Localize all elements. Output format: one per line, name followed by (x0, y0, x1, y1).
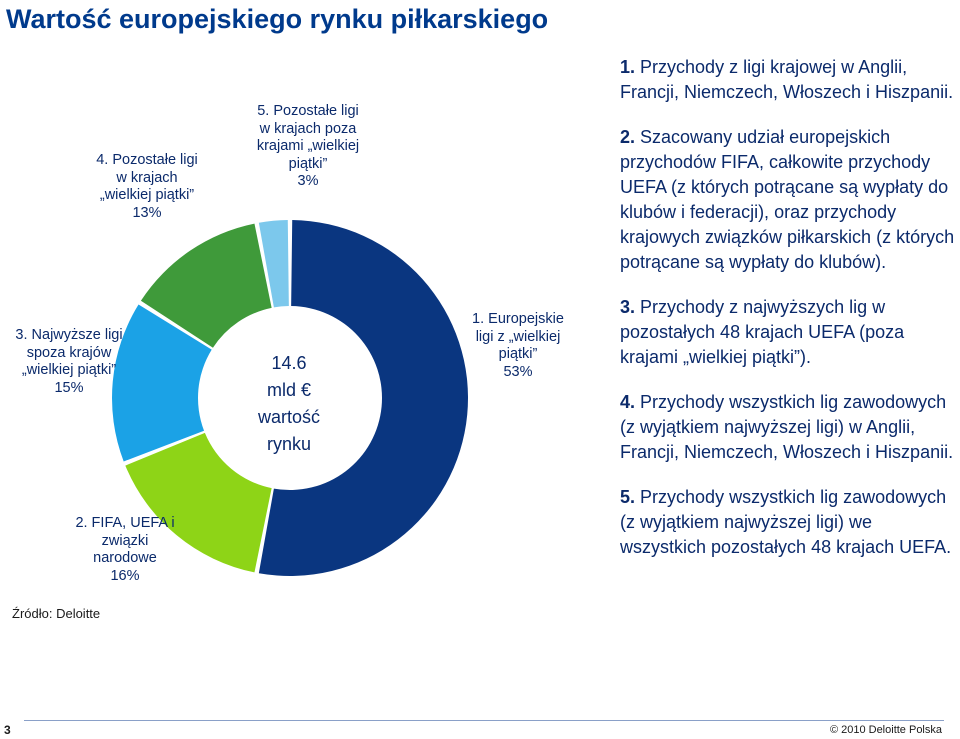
copyright: © 2010 Deloitte Polska (829, 724, 942, 736)
slice-3 (112, 304, 212, 462)
slice-label-text: „wielkiej piątki” (21, 362, 117, 378)
slice-2 (125, 432, 272, 573)
slice-label-text: w krajach poza (259, 120, 357, 137)
center-label-line: wartość (257, 407, 320, 427)
slice-label-text: ligi z „wielkiej (475, 328, 561, 345)
slice-label-text: 3. Najwyższe ligi (15, 327, 123, 343)
slice-value: 3% (297, 173, 319, 189)
note-number: 1. (620, 57, 636, 77)
note-number: 3. (620, 297, 636, 317)
slice-label-text: krajami „wielkiej (256, 138, 360, 154)
note-text: Przychody z ligi krajowej w Anglii, Fran… (620, 57, 954, 102)
note-item: 4. Przychody wszystkich lig zawodowych (… (620, 390, 955, 465)
slice-label-text: „wielkiej piątki” (99, 187, 195, 203)
slice-value: 53% (503, 363, 533, 380)
page-number: 3 (4, 723, 11, 737)
center-label-line: mld € (266, 380, 311, 400)
slice-label-text: 1. Europejskie (472, 311, 564, 327)
slice-value: 13% (132, 204, 162, 221)
slice-label-text: związki (101, 532, 149, 549)
slice-4 (140, 223, 272, 348)
slice-label-text: w krajach (116, 169, 178, 186)
slice-label-text: 2. FIFA, UEFA i (75, 515, 175, 531)
center-label: 14.6 mld € wartość rynku (234, 350, 344, 458)
slice-label-5: 5. Pozostałe ligi w krajach poza krajami… (244, 103, 372, 191)
slice-value: 15% (54, 379, 84, 396)
slice-label-text: piątki” (498, 346, 538, 362)
note-text: Przychody z najwyższych lig w pozostałyc… (620, 297, 905, 367)
slice-label-1: 1. Europejskie ligi z „wielkiej piątki” … (462, 311, 574, 381)
slice-label-text: 5. Pozostałe ligi (257, 103, 359, 119)
note-item: 3. Przychody z najwyższych lig w pozosta… (620, 295, 955, 370)
slice-value: 16% (110, 567, 140, 584)
slice-label-2: 2. FIFA, UEFA i związki narodowe 16% (62, 515, 188, 585)
note-item: 1. Przychody z ligi krajowej w Anglii, F… (620, 55, 955, 105)
note-text: Szacowany udział europejskich przychodów… (620, 127, 955, 272)
slice-5 (258, 220, 289, 308)
donut-chart (112, 220, 469, 576)
donut-hole (200, 308, 380, 488)
note-text: Przychody wszystkich lig zawodowych (z w… (620, 487, 952, 557)
page-title: Wartość europejskiego rynku piłkarskiego (6, 4, 549, 34)
slice-1 (258, 220, 469, 576)
note-item: 2. Szacowany udział europejskich przycho… (620, 125, 955, 275)
note-number: 5. (620, 487, 636, 507)
note-text: Przychody wszystkich lig zawodowych (z w… (620, 392, 954, 462)
note-number: 4. (620, 392, 636, 412)
notes-list: 1. Przychody z ligi krajowej w Anglii, F… (620, 55, 955, 580)
note-number: 2. (620, 127, 636, 147)
slice-label-4: 4. Pozostałe ligi w krajach „wielkiej pi… (84, 152, 210, 222)
slice-label-text: spoza krajów (26, 344, 112, 361)
slice-label-text: piątki” (288, 155, 328, 172)
slice-label-text: narodowe (93, 550, 157, 566)
source-note: Źródło: Deloitte (12, 606, 101, 621)
footer-rule (24, 720, 944, 721)
center-label-line: 14.6 (271, 353, 307, 373)
note-item: 5. Przychody wszystkich lig zawodowych (… (620, 485, 955, 560)
slice-label-text: 4. Pozostałe ligi (96, 152, 198, 168)
center-label-line: rynku (266, 434, 311, 454)
slice-label-3: 3. Najwyższe ligi spoza krajów „wielkiej… (2, 327, 136, 397)
